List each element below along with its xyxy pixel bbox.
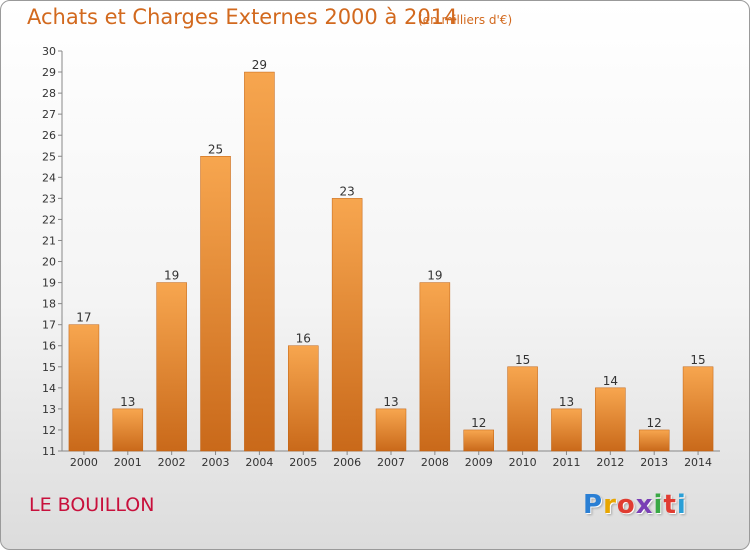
bar [68,324,100,452]
x-tick-label: 2009 [465,456,493,469]
axes: 11 12 13 14 15 16 17 18 19 20 21 22 23 24 25 26 27 28 29 30… [42,45,720,469]
chart-title: Achats et Charges Externes 2000 à 2014 [27,5,458,29]
x-tick-label: 2007 [377,456,405,469]
data-label: 13 [383,395,398,409]
x-tick-label: 2006 [333,456,361,469]
data-label: 14 [603,374,618,388]
data-label: 17 [76,311,91,325]
y-tick-label: 16 [42,340,56,353]
y-tick-label: 22 [42,213,56,226]
bar [331,198,363,452]
data-label: 16 [296,332,311,346]
data-label: 19 [427,269,442,283]
data-label: 23 [339,184,354,198]
bars: 17 13 19 25 29 16 23 13 19 12 15 13 14 12 15 [68,58,714,452]
data-label: 15 [515,353,530,367]
y-tick-label: 23 [42,192,56,205]
logo-letter: o [616,490,636,520]
x-tick-label: 2002 [158,456,186,469]
logo-letter: t [663,490,677,520]
y-tick-label: 11 [42,445,56,458]
x-tick-label: 2011 [552,456,580,469]
data-label: 12 [647,416,662,430]
bar [419,282,451,452]
y-tick-label: 15 [42,361,56,374]
bar [463,429,494,452]
bar [156,282,187,452]
x-tick-label: 2004 [245,456,273,469]
data-label: 12 [471,416,486,430]
y-tick-label: 12 [42,424,56,437]
x-tick-label: 2005 [289,456,317,469]
proxiti-logo[interactable]: Proxiti [583,490,687,520]
bar [507,366,538,452]
chart-unit: (en milliers d'€) [418,13,513,27]
data-label: 13 [120,395,135,409]
y-tick-label: 27 [42,108,56,121]
logo-letter: r [603,490,617,520]
x-tick-label: 2010 [509,456,537,469]
y-tick-label: 24 [42,171,56,184]
x-tick-label: 2003 [202,456,230,469]
bar [244,71,275,452]
y-tick-label: 30 [42,45,56,58]
data-label: 25 [208,142,223,156]
bar [200,156,231,452]
bar [288,345,319,452]
bar [112,408,144,452]
y-tick-label: 21 [42,234,56,247]
logo-letter: i [676,490,687,520]
y-tick-label: 19 [42,277,56,290]
y-tick-label: 13 [42,403,56,416]
x-tick-label: 2000 [70,456,98,469]
bar [682,366,714,452]
logo-letter: P [583,490,604,520]
logo-letter: x [635,490,654,520]
x-tick-label: 2008 [421,456,449,469]
bar [638,429,670,452]
data-label: 19 [164,269,179,283]
y-tick-label: 26 [42,129,56,142]
x-tick-label: 2012 [596,456,624,469]
bar [375,408,407,452]
y-tick-label: 17 [42,319,56,332]
x-tick-label: 2014 [684,456,712,469]
y-tick-label: 20 [42,256,56,269]
y-tick-label: 29 [42,66,56,79]
data-label: 13 [559,395,574,409]
bar [551,408,582,452]
y-tick-label: 18 [42,298,56,311]
bar [595,387,626,452]
y-tick-label: 28 [42,87,56,100]
y-tick-label: 25 [42,150,56,163]
data-label: 15 [690,353,705,367]
x-tick-label: 2001 [114,456,142,469]
commune-name: LE BOUILLON [29,494,155,516]
y-tick-label: 14 [42,382,56,395]
logo-letter: i [653,490,664,520]
x-tick-label: 2013 [640,456,668,469]
data-label: 29 [252,58,267,72]
